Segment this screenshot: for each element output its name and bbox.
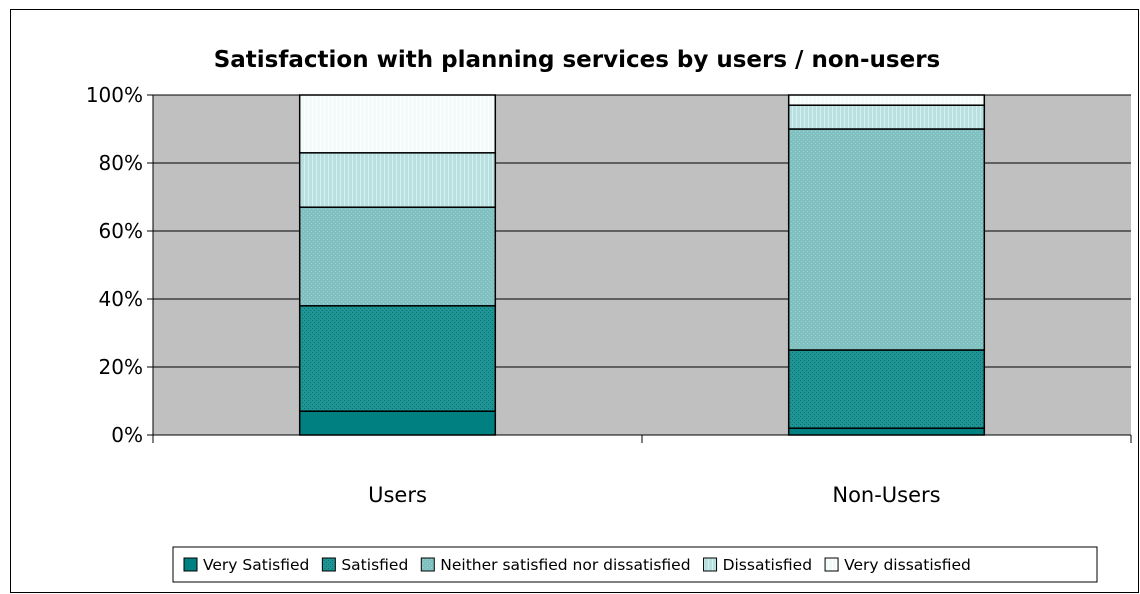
bar-users-neither-satisfied-nor-dissatisfied: [298, 206, 497, 307]
bar-non-users-dissatisfied: [787, 104, 986, 130]
legend-swatch-very-dissatisfied: [824, 557, 839, 572]
x-category-label: Users: [368, 483, 427, 507]
x-category-labels: Users Non-Users: [368, 483, 941, 507]
chart-title: Satisfaction with planning services by u…: [214, 47, 941, 73]
axes: [147, 94, 1132, 443]
legend-swatch-dissatisfied: [703, 557, 718, 572]
bar-users-very-satisfied: [298, 410, 497, 436]
x-category-label: Non-Users: [832, 483, 940, 507]
bar-users-satisfied: [298, 305, 497, 412]
y-tick-label: 20%: [99, 355, 143, 379]
bar-users-dissatisfied: [298, 152, 497, 208]
legend-label-neither-satisfied-nor-dissatisfied: Neither satisfied nor dissatisfied: [440, 556, 690, 574]
legend-label-dissatisfied: Dissatisfied: [723, 556, 813, 574]
bars: [298, 94, 986, 436]
bar-non-users-very-dissatisfied: [787, 94, 986, 106]
y-tick-label: 80%: [99, 151, 143, 175]
bar-users-very-dissatisfied: [298, 94, 497, 154]
legend-label-satisfied: Satisfied: [341, 556, 408, 574]
legend-label-very-satisfied: Very Satisfied: [203, 556, 309, 574]
y-tick-label: 40%: [99, 287, 143, 311]
legend-swatch-neither-satisfied-nor-dissatisfied: [420, 557, 435, 572]
bar-non-users-satisfied: [787, 349, 986, 429]
y-tick-label: 100%: [86, 83, 143, 107]
y-tick-label: 0%: [111, 423, 143, 447]
y-tick-labels: 0% 20% 40% 60% 80% 100%: [86, 83, 143, 447]
bar-non-users-very-satisfied: [787, 427, 986, 436]
y-tick-label: 60%: [99, 219, 143, 243]
legend-swatch-very-satisfied: [183, 557, 198, 572]
legend-label-very-dissatisfied: Very dissatisfied: [844, 556, 971, 574]
legend-items: Very Satisfied Satisfied Neither satisfied…: [183, 556, 971, 574]
bar-non-users-neither-satisfied-nor-dissatisfied: [787, 128, 986, 351]
legend-swatch-satisfied: [321, 557, 336, 572]
